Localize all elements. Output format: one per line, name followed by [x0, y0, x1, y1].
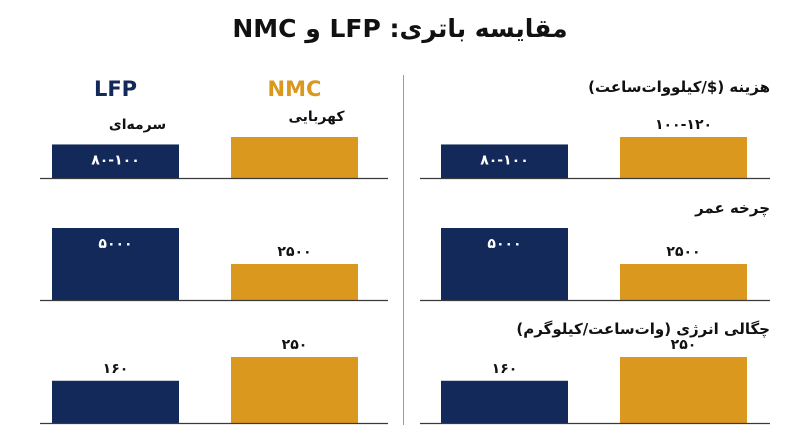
data-label-lfp: ۸۰-۱۰۰	[480, 152, 529, 168]
data-label-nmc: ۲۵۰۰	[666, 244, 700, 260]
bar-lfp	[441, 380, 568, 423]
data-label-lfp: ۵۰۰۰	[487, 236, 521, 252]
row-category-label: چرخه عمر	[694, 199, 770, 218]
legend-nmc-color-label: کهربایی	[288, 109, 345, 125]
bar-lfp	[441, 228, 568, 300]
legend-nmc-name: NMC	[268, 77, 322, 101]
legend-lfp-name: LFP	[94, 77, 137, 101]
legend-lfp-color-label: سرمه‌ای	[109, 117, 166, 133]
row-category-label: هزینه ($/کیلووات‌ساعت)	[588, 78, 770, 96]
data-label-lfp: ۱۶۰	[103, 361, 129, 377]
bar-nmc	[620, 137, 747, 178]
bar-lfp	[52, 144, 179, 178]
bar-nmc	[231, 137, 358, 178]
bar-nmc	[620, 357, 747, 423]
data-label-nmc: ۱۰۰-۱۲۰	[655, 117, 712, 133]
bar-lfp	[441, 144, 568, 178]
bar-nmc	[231, 264, 358, 300]
data-label-nmc: ۲۵۰۰	[277, 244, 311, 260]
data-label-lfp: ۸۰-۱۰۰	[91, 152, 140, 168]
data-label-nmc: ۲۵۰	[282, 337, 308, 353]
data-label-lfp: ۱۶۰	[492, 361, 518, 377]
bar-nmc	[620, 264, 747, 300]
data-label-nmc: ۲۵۰	[671, 337, 697, 353]
panel-divider	[403, 75, 404, 425]
bar-lfp	[52, 228, 179, 300]
bar-lfp	[52, 380, 179, 423]
bar-nmc	[231, 357, 358, 423]
chart-title: مقایسه باتری: LFP و NMC	[232, 14, 568, 43]
row-category-label: چگالی انرژی (وات‌ساعت/کیلوگرم)	[516, 320, 770, 339]
data-label-lfp: ۵۰۰۰	[98, 236, 132, 252]
